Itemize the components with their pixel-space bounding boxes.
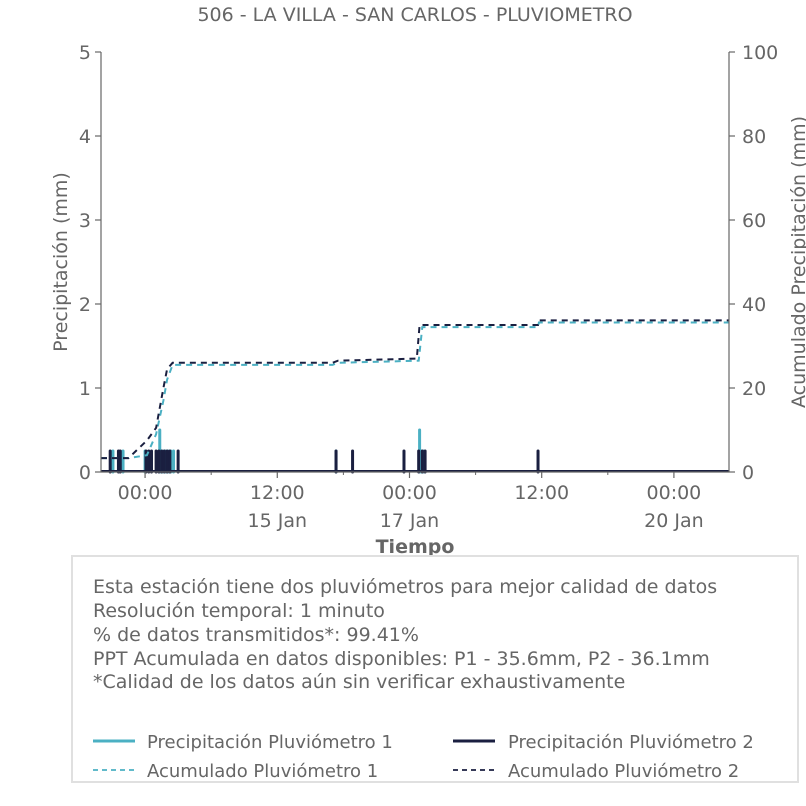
precipitation-bars bbox=[101, 428, 729, 474]
left-tick-label: 5 bbox=[79, 42, 91, 64]
accumulated-line-2 bbox=[101, 319, 729, 460]
info-line: PPT Acumulada en datos disponibles: P1 -… bbox=[93, 648, 710, 670]
info-box bbox=[71, 555, 799, 783]
chart-title: 506 - LA VILLA - SAN CARLOS - PLUVIOMETR… bbox=[197, 4, 632, 26]
info-line: Esta estación tiene dos pluviómetros par… bbox=[93, 576, 717, 598]
right-tick-label: 0 bbox=[742, 462, 754, 484]
legend-label-acum-p2: Acumulado Pluviómetro 2 bbox=[508, 761, 739, 782]
left-tick-label: 2 bbox=[79, 294, 91, 316]
axes bbox=[100, 52, 730, 473]
accumulated-lines bbox=[101, 319, 729, 460]
right-tick-label: 80 bbox=[742, 126, 766, 148]
left-tick-label: 0 bbox=[79, 462, 91, 484]
left-tick-label: 3 bbox=[79, 210, 91, 232]
right-tick-label: 40 bbox=[742, 294, 766, 316]
legend: Precipitación Pluviómetro 1 Precipitació… bbox=[93, 732, 754, 782]
x-tick-label: 00:00 bbox=[118, 482, 173, 504]
left-axis-title: Precipitación (mm) bbox=[50, 172, 72, 352]
x-axis-ticks: 00:00 12:00 15 Jan 00:00 17 Jan 12:00 00:00 20 … bbox=[118, 472, 704, 532]
right-axis-ticks: 0 20 40 60 80 100 bbox=[729, 42, 778, 484]
legend-label-acum-p1: Acumulado Pluviómetro 1 bbox=[147, 761, 378, 782]
legend-label-p1: Precipitación Pluviómetro 1 bbox=[147, 732, 393, 753]
left-tick-label: 4 bbox=[79, 126, 91, 148]
left-axis-ticks: 0 1 2 3 4 5 bbox=[79, 42, 101, 484]
x-tick-label: 00:00 bbox=[647, 482, 702, 504]
x-tick-label: 12:00 bbox=[514, 482, 569, 504]
x-date-label: 17 Jan bbox=[380, 510, 440, 532]
right-axis-title: Acumulado Precipitación (mm) bbox=[788, 116, 806, 408]
x-axis-title: Tiempo bbox=[376, 536, 455, 558]
info-line: % de datos transmitidos*: 99.41% bbox=[93, 624, 419, 646]
x-tick-label: 12:00 bbox=[250, 482, 305, 504]
x-date-label: 15 Jan bbox=[248, 510, 308, 532]
x-tick-label: 00:00 bbox=[382, 482, 437, 504]
info-line: Resolución temporal: 1 minuto bbox=[93, 600, 385, 622]
info-text-block: Esta estación tiene dos pluviómetros par… bbox=[93, 576, 717, 693]
right-tick-label: 100 bbox=[742, 42, 778, 64]
info-line: *Calidad de los datos aún sin verificar … bbox=[93, 671, 625, 693]
legend-label-p2: Precipitación Pluviómetro 2 bbox=[508, 732, 754, 753]
right-tick-label: 60 bbox=[742, 210, 766, 232]
bar-series-2 bbox=[108, 449, 540, 474]
x-date-label: 20 Jan bbox=[644, 510, 704, 532]
accumulated-line-1 bbox=[101, 321, 729, 460]
left-tick-label: 1 bbox=[79, 378, 91, 400]
right-tick-label: 20 bbox=[742, 378, 766, 400]
